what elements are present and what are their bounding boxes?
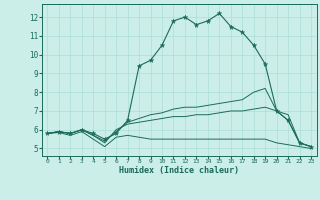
X-axis label: Humidex (Indice chaleur): Humidex (Indice chaleur): [119, 166, 239, 175]
